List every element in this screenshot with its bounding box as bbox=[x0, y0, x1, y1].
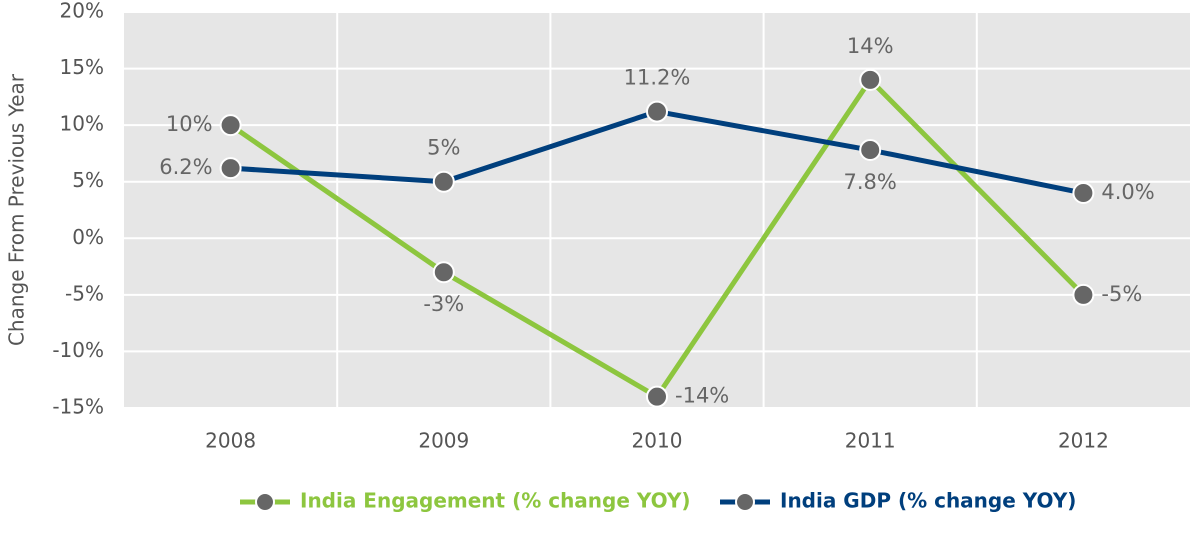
marker bbox=[432, 170, 455, 193]
data-label: -5% bbox=[1101, 282, 1142, 306]
y-tick-label: 5% bbox=[72, 168, 104, 192]
data-label: 7.8% bbox=[844, 170, 897, 194]
marker bbox=[219, 114, 242, 137]
x-tick-label: 2011 bbox=[845, 429, 896, 453]
y-tick-label: -15% bbox=[52, 395, 104, 419]
data-label: 4.0% bbox=[1101, 180, 1154, 204]
marker bbox=[646, 385, 668, 408]
y-tick-label: 15% bbox=[60, 55, 104, 79]
data-label: 14% bbox=[847, 34, 894, 58]
x-tick-label: 2008 bbox=[205, 429, 256, 453]
y-tick-label: 10% bbox=[60, 112, 104, 136]
marker bbox=[646, 100, 668, 123]
x-tick-label: 2009 bbox=[418, 429, 469, 453]
marker bbox=[432, 261, 455, 284]
legend-marker bbox=[735, 492, 755, 512]
y-tick-label: -10% bbox=[52, 338, 104, 362]
data-label: -3% bbox=[423, 292, 464, 316]
legend-label: India Engagement (% change YOY) bbox=[300, 489, 691, 513]
y-tick-label: 20% bbox=[60, 0, 104, 23]
marker bbox=[859, 139, 882, 162]
legend-label: India GDP (% change YOY) bbox=[780, 489, 1076, 513]
data-label: 6.2% bbox=[159, 155, 212, 179]
data-label: 10% bbox=[166, 112, 213, 136]
plot-area bbox=[124, 12, 1190, 408]
x-tick-label: 2012 bbox=[1058, 429, 1109, 453]
y-tick-label: -5% bbox=[65, 281, 104, 305]
data-label: -14% bbox=[675, 384, 729, 408]
x-tick-label: 2010 bbox=[632, 429, 683, 453]
data-label: 5% bbox=[427, 136, 460, 160]
data-label: 11.2% bbox=[624, 66, 691, 90]
marker bbox=[219, 157, 242, 180]
y-axis-label: Change From Previous Year bbox=[5, 73, 29, 346]
marker bbox=[1072, 283, 1095, 306]
y-tick-label: 0% bbox=[72, 225, 104, 249]
marker bbox=[859, 68, 882, 91]
legend-marker bbox=[255, 492, 275, 512]
marker bbox=[1072, 182, 1095, 205]
